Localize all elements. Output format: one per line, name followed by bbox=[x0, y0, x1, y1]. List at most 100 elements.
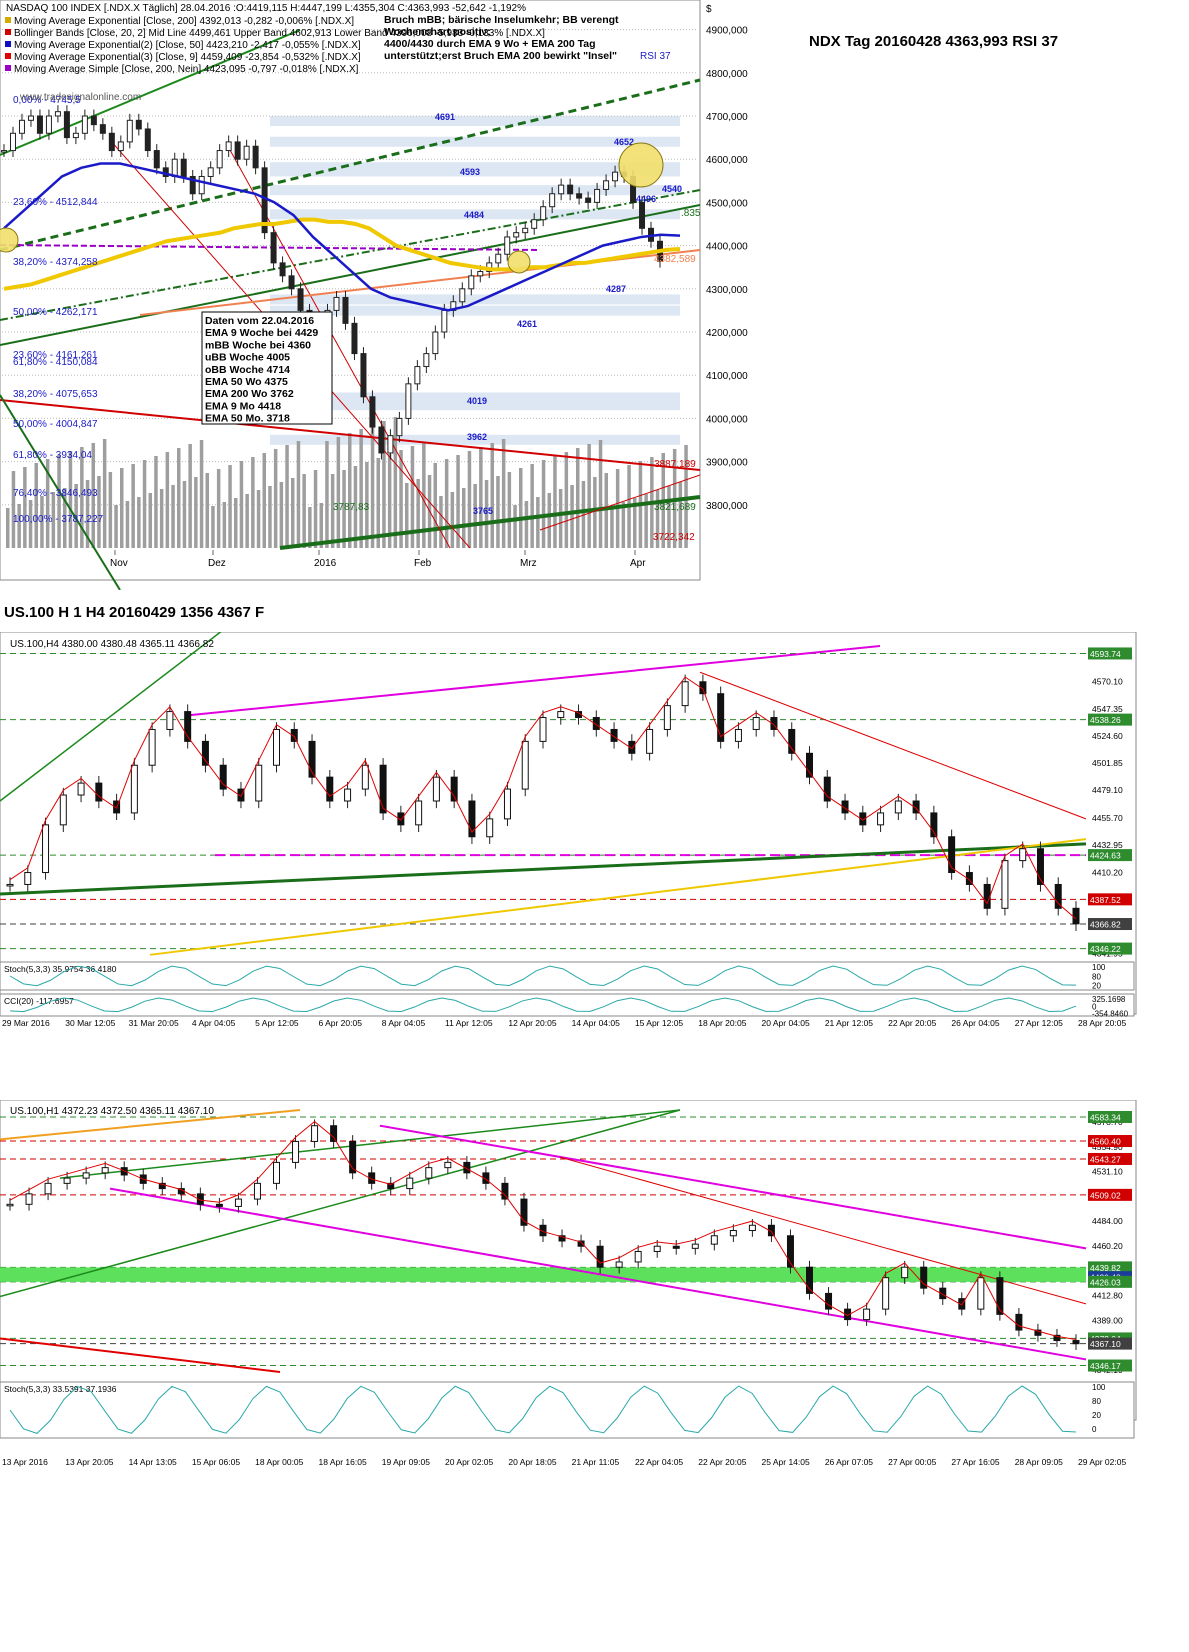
level-tag bbox=[1088, 1110, 1132, 1123]
candle-body bbox=[930, 812, 938, 838]
volume-bar bbox=[393, 417, 398, 548]
y-tick-label: 4524.60 bbox=[1092, 731, 1123, 741]
candle-body bbox=[996, 1277, 1004, 1315]
h1-trendlines bbox=[0, 1109, 1087, 1373]
highlight-circle bbox=[618, 142, 664, 188]
info-box-line: Daten vom 22.04.2016 bbox=[205, 315, 314, 327]
x-tick-label: 14 Apr 04:05 bbox=[572, 1018, 620, 1028]
volume-bar bbox=[313, 470, 318, 548]
level-tag-label: 4593.74 bbox=[1090, 649, 1121, 659]
indicator-tick: 0 bbox=[1092, 1002, 1097, 1011]
trendline bbox=[59, 1109, 681, 1179]
trendline bbox=[539, 474, 701, 531]
volume-bar bbox=[547, 493, 551, 548]
note-line: 4400/4430 durch EMA 9 Wo + EMA 200 Tag bbox=[384, 38, 596, 50]
candle-body bbox=[349, 1140, 357, 1174]
y-tick-label: 4500,000 bbox=[706, 198, 748, 209]
volume-bar bbox=[519, 468, 523, 548]
info-box-line: EMA 50 Mo. 3718 bbox=[205, 413, 290, 425]
x-tick-label: 13 Apr 2016 bbox=[2, 1457, 48, 1467]
volume-bar bbox=[473, 484, 477, 548]
candle-body bbox=[54, 111, 61, 117]
volume-bar bbox=[667, 486, 671, 548]
y-tick-label: 4501.85 bbox=[1092, 758, 1123, 768]
volume-bar bbox=[228, 465, 232, 548]
candle-body bbox=[126, 119, 133, 143]
volume-bar bbox=[330, 474, 335, 548]
volume-bar bbox=[570, 485, 574, 548]
info-box-line: EMA 50 Wo 4375 bbox=[205, 376, 288, 388]
x-tick-label: 27 Apr 12:05 bbox=[1015, 1018, 1063, 1028]
candle-body bbox=[520, 1198, 528, 1226]
candle-body bbox=[531, 219, 538, 229]
volume-bar bbox=[399, 450, 403, 548]
volume-bar bbox=[17, 504, 21, 548]
volume-bar bbox=[125, 501, 130, 548]
h4-plot-frame bbox=[0, 632, 1137, 1015]
trendline bbox=[0, 78, 701, 252]
zone-label: 4261 bbox=[517, 319, 537, 329]
candle-body bbox=[977, 1277, 985, 1310]
candle-body bbox=[44, 1182, 52, 1195]
h1-indicators: Stoch(5,3,3) 33.5391 37.1936 100 80 20 0 bbox=[0, 1381, 1135, 1439]
h1-header: US.100,H1 4372.23 4372.50 4365.11 4367.1… bbox=[10, 1106, 214, 1117]
h4-trendlines bbox=[0, 632, 1087, 956]
candle-body bbox=[368, 1172, 376, 1184]
candle-body bbox=[396, 417, 403, 437]
volume-bar bbox=[513, 505, 517, 548]
candle-body bbox=[639, 201, 646, 229]
x-tick-label: 18 Apr 16:05 bbox=[318, 1457, 366, 1467]
line-value-label: 4382,589 bbox=[654, 254, 696, 265]
x-tick-label: 20 Apr 18:05 bbox=[508, 1457, 556, 1467]
ema50-line bbox=[3, 162, 681, 312]
candle-body bbox=[503, 788, 511, 820]
candle-body bbox=[786, 1235, 794, 1268]
volume-bar bbox=[450, 492, 455, 548]
candle-body bbox=[42, 824, 50, 874]
x-tick-label: 21 Apr 11:05 bbox=[572, 1457, 620, 1467]
y-tick-label: 3800,000 bbox=[706, 501, 748, 512]
volume-bar bbox=[621, 502, 626, 548]
candle-body bbox=[1054, 883, 1062, 909]
volume-bar bbox=[655, 490, 660, 548]
candle-body bbox=[198, 175, 205, 195]
level-tag-label: 4509.02 bbox=[1090, 1190, 1121, 1200]
trendline bbox=[189, 645, 881, 717]
candle-body bbox=[939, 1287, 947, 1300]
trendline bbox=[0, 189, 701, 321]
volume-bar bbox=[148, 493, 152, 548]
note-line: unterstützt;erst Bruch EMA 200 bewirkt "… bbox=[384, 50, 617, 62]
level-tag-label: 4439.82 bbox=[1090, 1263, 1121, 1273]
level-tag bbox=[1088, 942, 1132, 955]
x-tick-label: 29 Mar 2016 bbox=[2, 1018, 50, 1028]
volume-bar bbox=[154, 456, 158, 548]
zone-band bbox=[270, 305, 680, 316]
candle-body bbox=[25, 1193, 33, 1205]
h1-y-axis: 4578.704554.904531.104507.304484.004460.… bbox=[1088, 1110, 1132, 1375]
candle-body bbox=[691, 1243, 699, 1249]
candle-body bbox=[1001, 860, 1009, 909]
volume-bar bbox=[34, 463, 38, 548]
support-zone bbox=[0, 1267, 1086, 1282]
y-tick-label: 4700,000 bbox=[706, 112, 748, 123]
candle-body bbox=[95, 782, 103, 802]
fib-label: 50,00% - 4262,171 bbox=[13, 307, 98, 318]
candle-body bbox=[459, 288, 466, 303]
trendline bbox=[149, 838, 1087, 956]
candle-body bbox=[1072, 907, 1080, 925]
candle-body bbox=[634, 1250, 642, 1263]
trendline bbox=[0, 1109, 681, 1298]
volume-bar bbox=[541, 460, 546, 548]
legend-entry: Moving Average Exponential(3) [Close, 9]… bbox=[14, 52, 361, 63]
ema-line bbox=[9, 676, 1077, 920]
candle-body bbox=[130, 764, 138, 814]
volume-bar bbox=[684, 445, 688, 548]
zone-band bbox=[270, 185, 680, 196]
volume-bar bbox=[564, 452, 569, 548]
candle-body bbox=[965, 872, 973, 885]
trendline bbox=[109, 1187, 1087, 1361]
candle-body bbox=[468, 275, 475, 290]
volume-bar bbox=[678, 482, 683, 548]
y-tick-label: 4200,000 bbox=[706, 328, 748, 339]
candle-body bbox=[308, 740, 316, 778]
